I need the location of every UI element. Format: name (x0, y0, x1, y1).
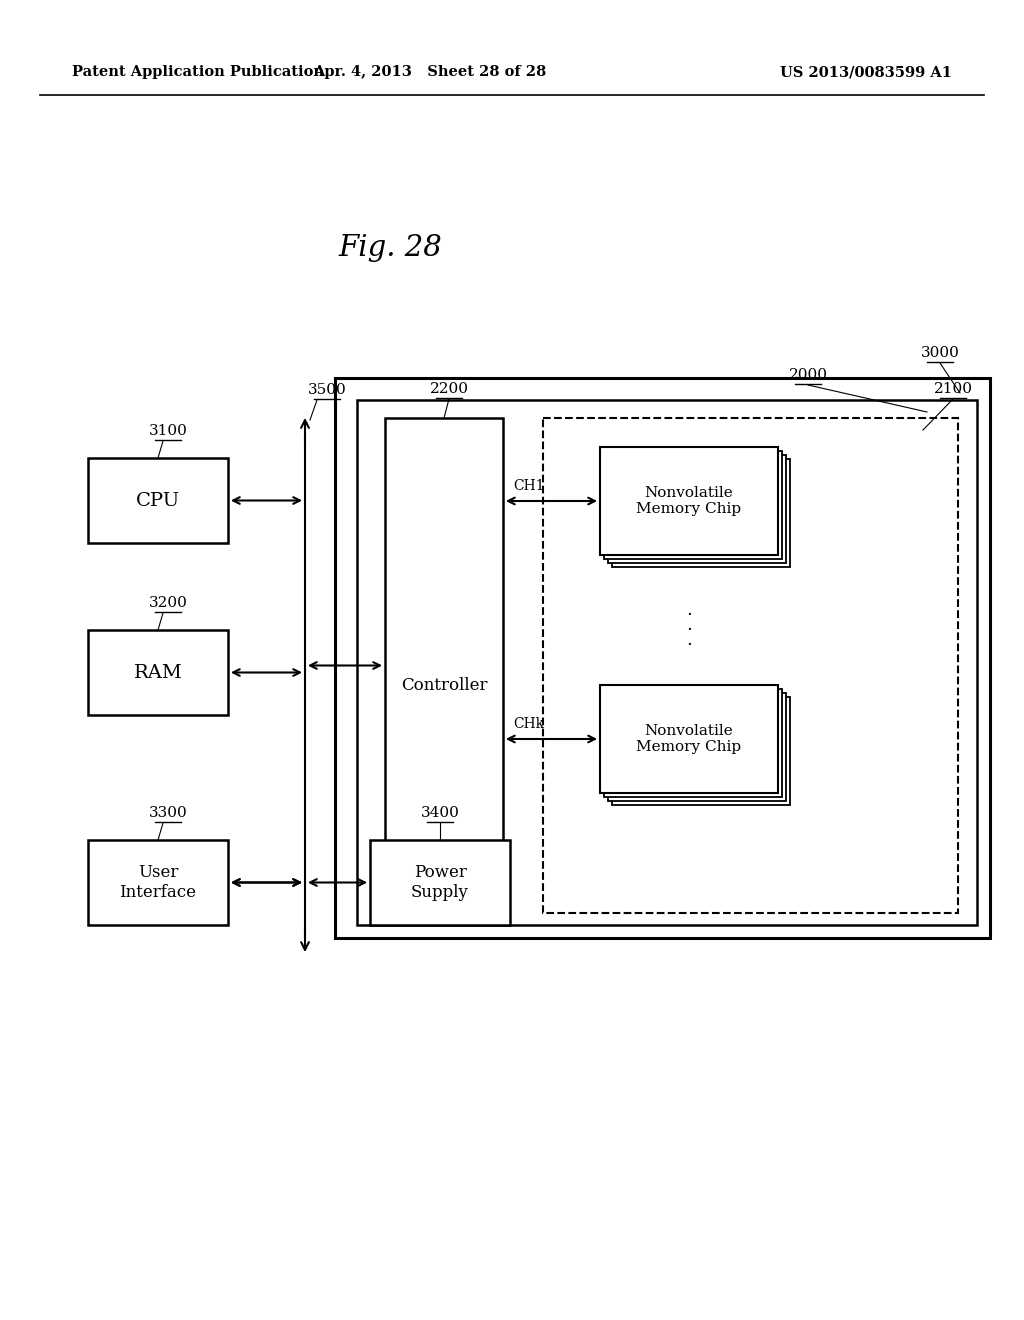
Bar (88, 630, 228, 715)
Bar (357, 400, 977, 925)
Text: Nonvolatile
Memory Chip: Nonvolatile Memory Chip (637, 486, 741, 516)
Bar (385, 418, 503, 913)
Bar (335, 378, 990, 939)
Text: Patent Application Publication: Patent Application Publication (72, 65, 324, 79)
Bar (608, 455, 786, 564)
Bar (604, 451, 782, 558)
Bar (88, 458, 228, 543)
Text: Controller: Controller (400, 677, 487, 694)
Bar (600, 685, 778, 793)
Bar (612, 459, 790, 568)
Text: 3500: 3500 (307, 383, 346, 397)
Text: RAM: RAM (133, 664, 182, 681)
Text: .: . (686, 631, 692, 649)
Text: 2000: 2000 (788, 368, 827, 381)
Bar (600, 447, 778, 554)
Bar (608, 693, 786, 801)
Text: User
Interface: User Interface (120, 865, 197, 900)
Text: 2100: 2100 (934, 381, 973, 396)
Bar (88, 840, 228, 925)
Text: .: . (686, 616, 692, 634)
Text: Apr. 4, 2013   Sheet 28 of 28: Apr. 4, 2013 Sheet 28 of 28 (313, 65, 547, 79)
Text: 3100: 3100 (148, 424, 187, 438)
Text: Power
Supply: Power Supply (411, 865, 469, 900)
Bar (370, 840, 510, 925)
Text: .: . (686, 601, 692, 619)
Text: 3400: 3400 (421, 807, 460, 820)
Bar (543, 418, 958, 913)
Bar (604, 689, 782, 797)
Text: 2200: 2200 (429, 381, 469, 396)
Text: 3200: 3200 (148, 597, 187, 610)
Text: CHk: CHk (513, 717, 544, 731)
Text: 3300: 3300 (148, 807, 187, 820)
Text: CPU: CPU (136, 491, 180, 510)
Text: Fig. 28: Fig. 28 (338, 234, 442, 261)
Text: Nonvolatile
Memory Chip: Nonvolatile Memory Chip (637, 723, 741, 754)
Text: CH1: CH1 (513, 479, 545, 492)
Text: 3000: 3000 (921, 346, 959, 360)
Text: US 2013/0083599 A1: US 2013/0083599 A1 (780, 65, 952, 79)
Bar (612, 697, 790, 805)
